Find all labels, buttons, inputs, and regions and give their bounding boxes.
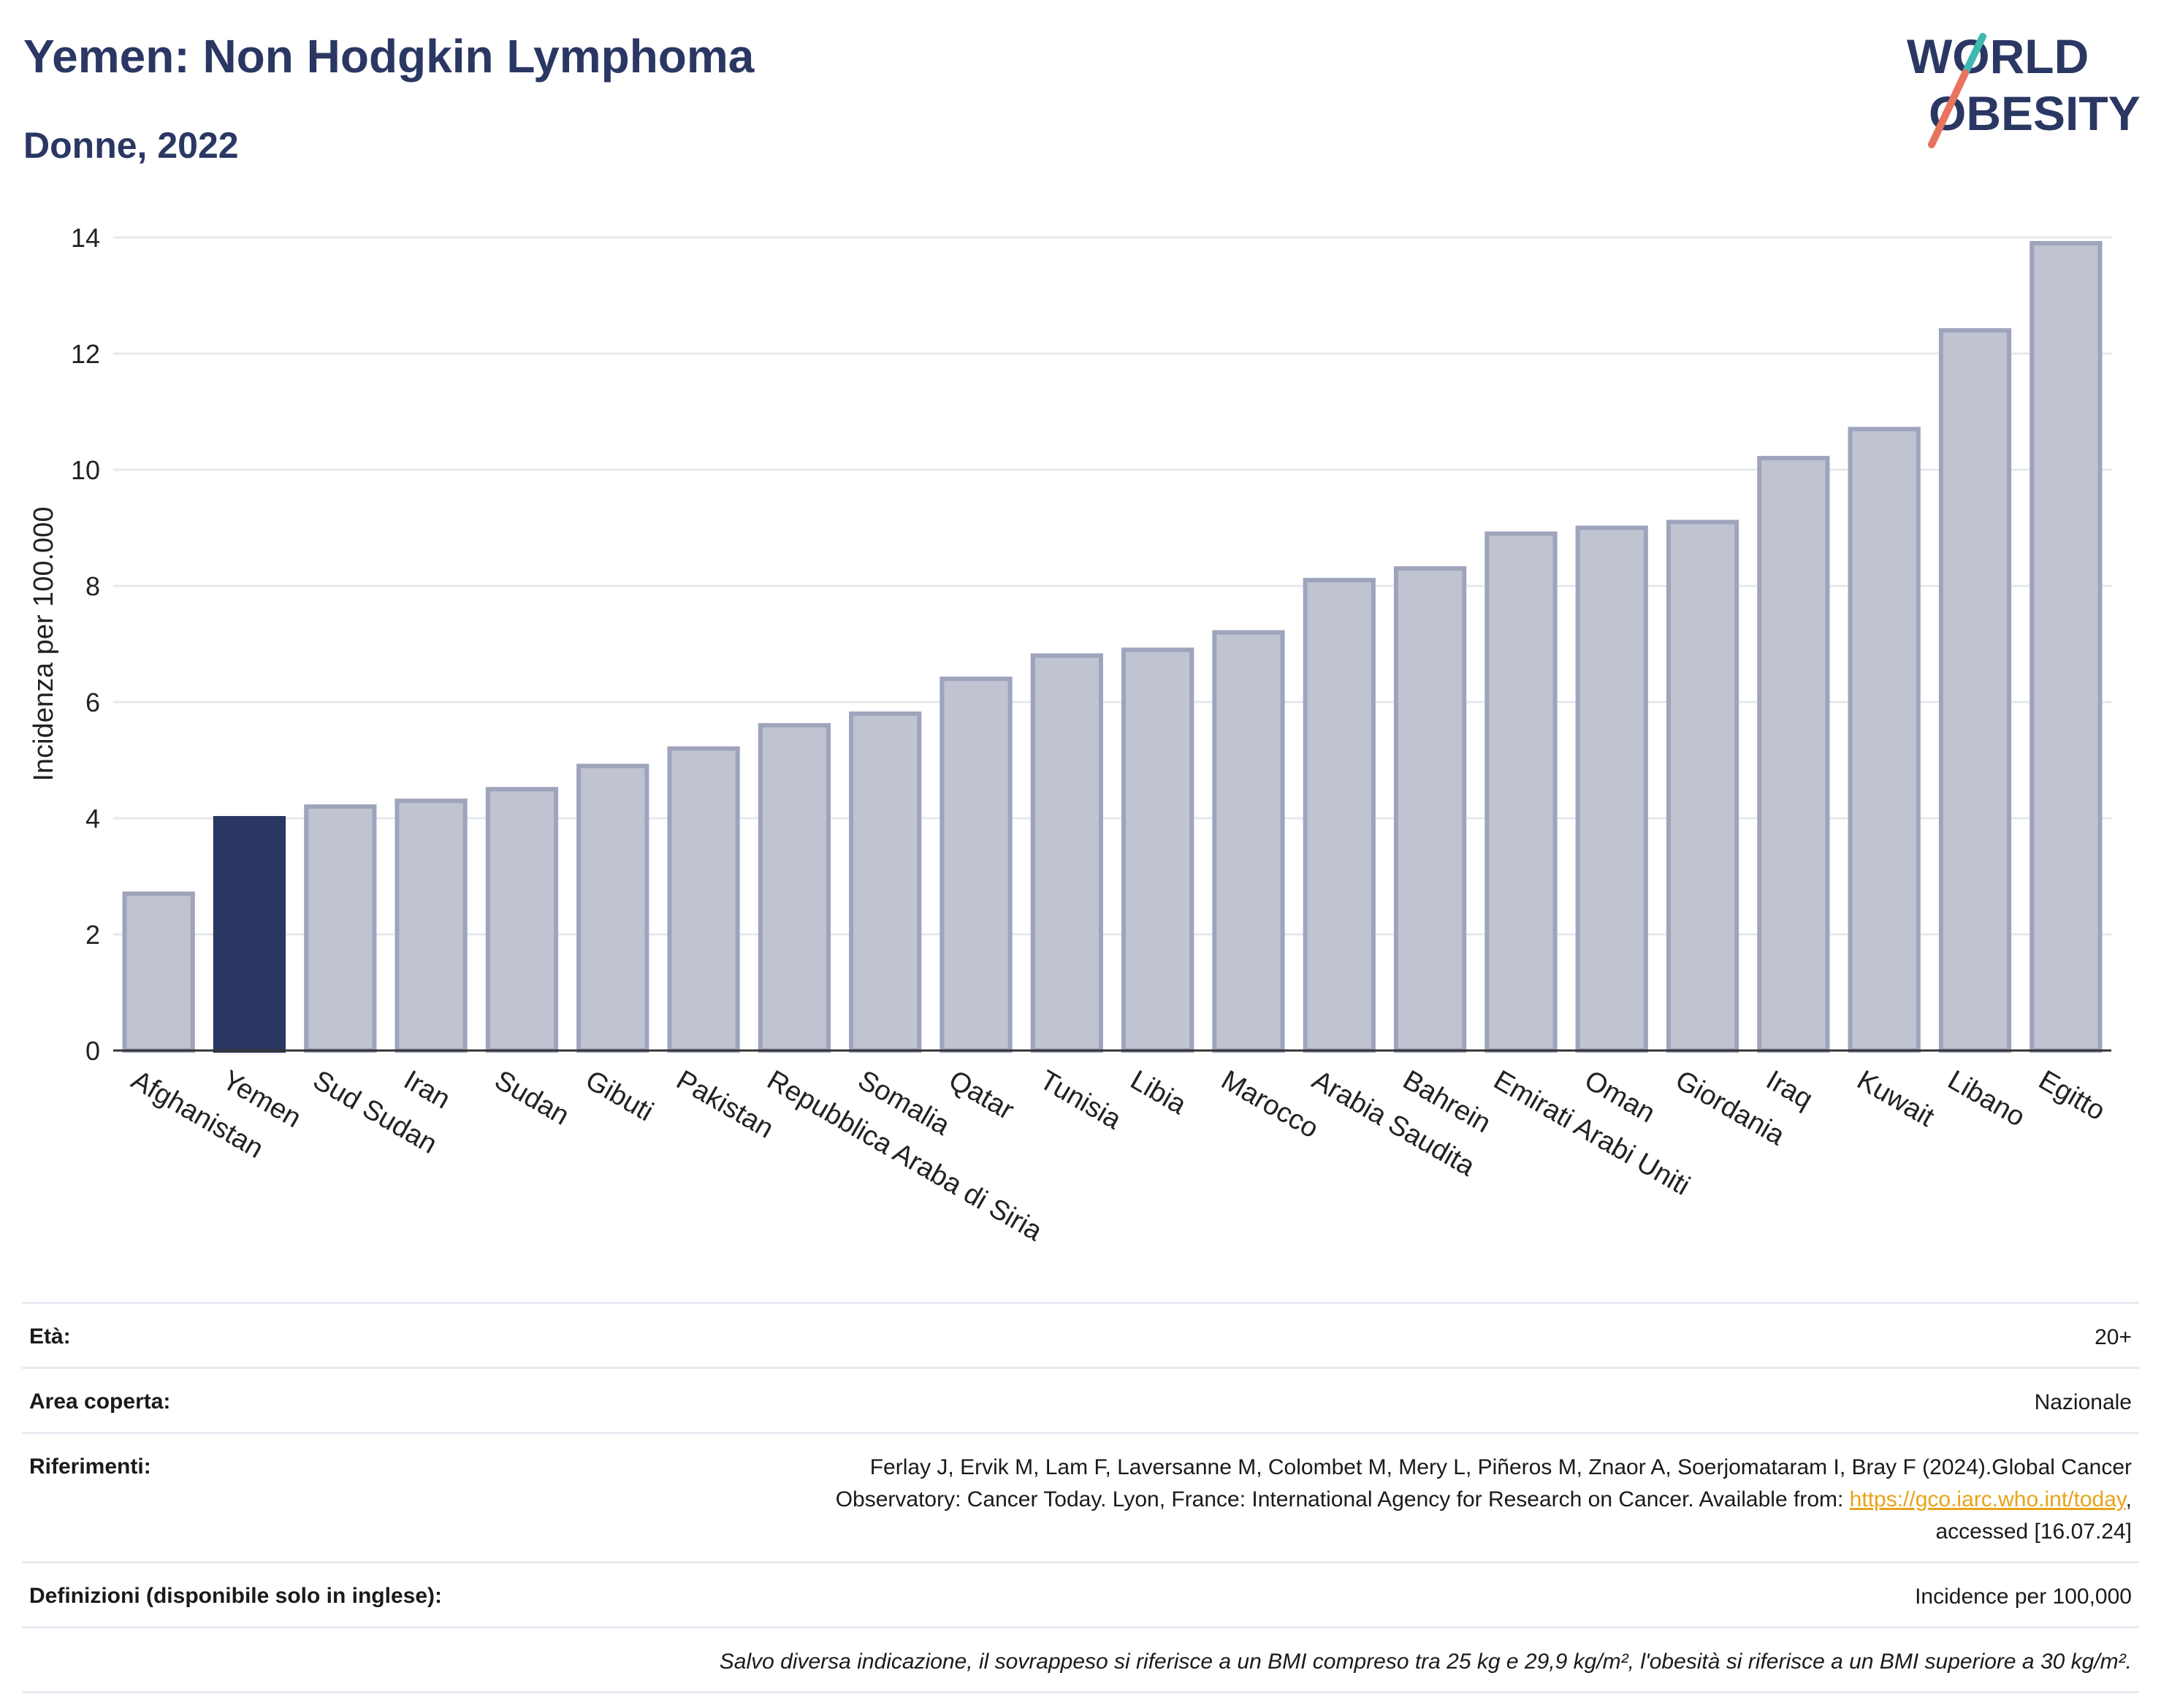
y-tick-label: 8 [85,571,100,601]
bar-somalia [849,711,922,1053]
meta-value-definizioni: Incidence per 100,000 [1915,1585,2132,1609]
x-tick-label: Gibuti [580,1064,658,1127]
bar-oman [1575,525,1648,1053]
meta-value-area: Nazionale [2034,1390,2132,1414]
meta-label-eta: Età: [29,1324,71,1349]
bar-yemen [213,816,286,1053]
bar-emirati-arabi-uniti [1485,531,1558,1053]
logo-text-world: WORLD [1907,29,2089,83]
chart-subtitle: Donne, 2022 [23,125,239,166]
logo-text-obesity: OBESITY [1929,86,2141,140]
meta-row-definizioni: Definizioni (disponibile solo in inglese… [22,1561,2139,1626]
bar-kuwait [1848,427,1921,1053]
meta-label-definizioni: Definizioni (disponibile solo in inglese… [29,1584,443,1608]
bar-marocco [1212,630,1285,1053]
ref-line-3: accessed [16.07.24] [1935,1520,2132,1544]
bar-libia [1121,647,1194,1053]
x-tick-label: Kuwait [1852,1064,1940,1133]
meta-note: Salvo diversa indicazione, il sovrappeso… [719,1650,2132,1674]
meta-label-riferimenti: Riferimenti: [29,1455,151,1479]
x-tick-label: Iraq [1761,1064,1818,1115]
x-tick-label: Sudan [489,1064,574,1131]
y-tick-label: 0 [85,1036,100,1066]
x-tick-label: Egitto [2033,1064,2110,1126]
bar-iraq [1757,456,1830,1053]
y-tick-label: 14 [71,223,100,253]
logo-slash-teal [1962,33,1986,77]
meta-value-riferimenti: Ferlay J, Ervik M, Lam F, Laversanne M, … [836,1434,2132,1561]
meta-label-area: Area coperta: [29,1389,171,1414]
y-tick-label: 10 [71,455,100,485]
x-tick-label: Libia [1125,1064,1192,1121]
chart-title: Yemen: Non Hodgkin Lymphoma [23,30,755,83]
x-tick-label: Marocco [1216,1064,1323,1144]
bar-afghanistan [122,891,195,1053]
bar-egitto [2029,240,2103,1053]
y-tick-label: 12 [71,339,100,369]
bar-sudan [485,787,559,1053]
y-tick-label: 4 [85,804,100,834]
meta-row-riferimenti: Riferimenti: Ferlay J, Ervik M, Lam F, L… [22,1432,2139,1561]
bar-qatar [940,676,1013,1053]
bar-repubblica-araba-di-siria [758,723,831,1053]
bar-iran [395,798,468,1053]
x-tick-label: Iran [399,1064,456,1115]
y-tick-label: 6 [85,687,100,717]
ref-line-2: Observatory: Cancer Today. Lyon, France:… [835,1487,1850,1511]
bar-tunisia [1030,653,1103,1053]
meta-row-note: Salvo diversa indicazione, il sovrappeso… [22,1626,2139,1693]
bar-arabia-saudita [1303,578,1376,1053]
meta-row-area: Area coperta: Nazionale [22,1367,2139,1432]
y-axis-title: Incidenza per 100.000 [28,506,59,781]
meta-value-eta: 20+ [2095,1325,2132,1349]
x-tick-label: Pakistan [671,1064,779,1144]
metadata-table: Età: 20+ Area coperta: Nazionale Riferim… [22,1302,2139,1693]
x-tick-label: Tunisia [1034,1064,1127,1135]
ref-link[interactable]: https://gco.iarc.who.int/today [1849,1487,2126,1511]
x-tick-label: Libano [1943,1064,2030,1132]
world-obesity-logo: WORLD OBESITY [1907,29,2141,148]
meta-row-eta: Età: 20+ [22,1302,2139,1367]
bar-giordania [1666,519,1739,1053]
bar-libano [1938,328,2012,1053]
y-tick-label: 2 [85,920,100,950]
bars [122,240,2103,1053]
y-axis-ticks: 0 2 4 6 8 10 12 14 [71,223,100,1066]
x-tick-label: Qatar [944,1064,1020,1126]
bar-bahrein [1393,566,1467,1053]
bar-sud-sudan [304,804,377,1053]
logo-slash-red [1928,69,1969,148]
ref-line-2-end: , [2125,1487,2132,1511]
bar-pakistan [667,746,740,1053]
ref-line-1: Ferlay J, Ervik M, Lam F, Laversanne M, … [869,1455,2132,1479]
bar-gibuti [576,763,649,1053]
